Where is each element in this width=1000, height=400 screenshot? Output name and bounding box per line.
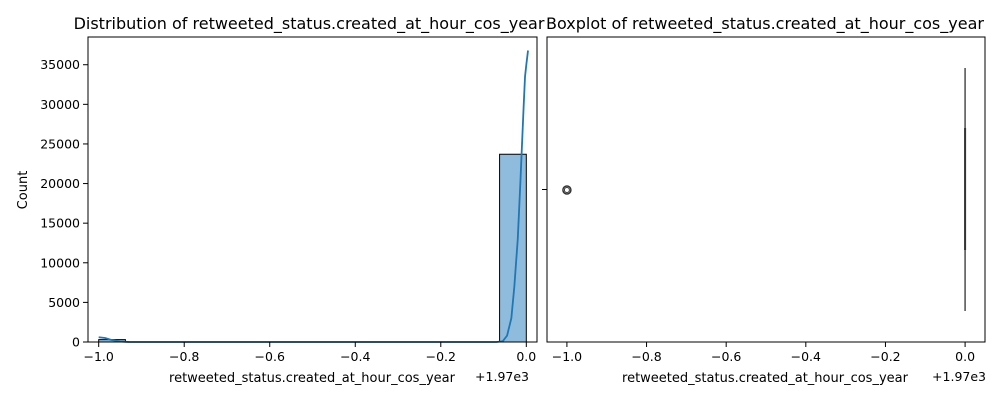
- histogram-x-offset-label: +1.97e3: [475, 369, 529, 384]
- histogram-x-tick-label: −0.2: [426, 349, 456, 364]
- boxplot-plot-frame: [546, 36, 986, 343]
- histogram-x-tick-label: −1.0: [84, 349, 114, 364]
- histogram-bars: [98, 153, 527, 343]
- boxplot-title: Boxplot of retweeted_status.created_at_h…: [546, 14, 984, 34]
- histogram-y-tick-label: 30000: [40, 97, 80, 112]
- histogram-x-tick-label: −0.4: [340, 349, 370, 364]
- histogram-x-tick-label: 0.0: [516, 349, 536, 364]
- histogram-y-tick-label: 35000: [40, 57, 80, 72]
- histogram-y-tick-label: 25000: [40, 136, 80, 151]
- boxplot-x-tick-label: 0.0: [955, 349, 975, 364]
- histogram-y-tick-label: 5000: [48, 295, 80, 310]
- histogram-y-tick-label: 10000: [40, 255, 80, 270]
- boxplot-x-ticks: −1.0 −0.8 −0.6 −0.4 −0.2 0.0: [552, 342, 975, 364]
- boxplot-x-offset-label: +1.97e3: [932, 369, 986, 384]
- histogram-y-tick-label: 20000: [40, 176, 80, 191]
- histogram-title: Distribution of retweeted_status.created…: [74, 14, 545, 34]
- histogram-x-tick-label: −0.6: [255, 349, 285, 364]
- histogram-plot-frame: [87, 36, 538, 343]
- histogram-y-tick-label: 15000: [40, 216, 80, 231]
- histogram-kde-line: [98, 50, 529, 343]
- boxplot-x-axis-label: retweeted_status.created_at_hour_cos_yea…: [622, 371, 909, 386]
- histogram-x-ticks: −1.0 −0.8 −0.6 −0.4 −0.2 0.0: [84, 342, 536, 364]
- boxplot-x-tick-label: −0.6: [711, 349, 741, 364]
- histogram-y-tick-label: 0: [72, 335, 80, 350]
- histogram-y-axis-label: Count: [16, 171, 31, 210]
- boxplot-x-tick-label: −1.0: [552, 349, 582, 364]
- boxplot-x-tick-label: −0.2: [870, 349, 900, 364]
- boxplot-marks: [562, 68, 967, 311]
- histogram-panel: Distribution of retweeted_status.created…: [16, 14, 545, 386]
- histogram-x-axis-label: retweeted_status.created_at_hour_cos_yea…: [169, 371, 456, 386]
- boxplot-x-tick-label: −0.4: [791, 349, 821, 364]
- boxplot-outlier-inner: [563, 187, 570, 193]
- boxplot-outlier: [562, 185, 572, 195]
- histogram-x-tick-label: −0.8: [169, 349, 199, 364]
- histogram-bar: [499, 153, 527, 343]
- histogram-y-ticks: 0 5000 10000 15000 20000 25000 30000 35000: [40, 57, 88, 350]
- boxplot-panel: Boxplot of retweeted_status.created_at_h…: [542, 14, 986, 386]
- boxplot-x-tick-label: −0.8: [631, 349, 661, 364]
